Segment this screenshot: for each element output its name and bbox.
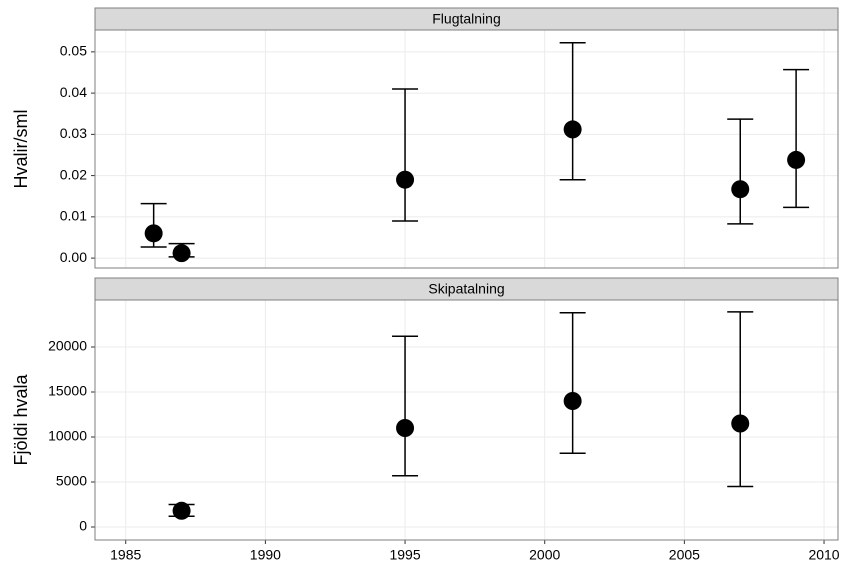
y-tick-label: 0.05	[60, 43, 87, 59]
x-tick-label: 1995	[389, 547, 420, 563]
panel-title: Flugtalning	[432, 11, 501, 27]
y-tick-label: 0.04	[60, 84, 87, 100]
panel-title: Skipatalning	[428, 281, 504, 297]
point	[731, 414, 750, 433]
point	[563, 120, 582, 139]
point	[731, 180, 750, 199]
point	[144, 224, 163, 243]
point	[563, 392, 582, 411]
y-tick-label: 0.00	[60, 249, 87, 265]
panel	[95, 300, 838, 540]
x-tick-label: 1985	[110, 547, 141, 563]
x-tick-label: 2010	[808, 547, 839, 563]
point	[172, 244, 191, 263]
point	[172, 501, 191, 520]
y-axis-label: Hvalir/sml	[11, 110, 31, 189]
y-tick-label: 5000	[56, 473, 87, 489]
y-tick-label: 0.01	[60, 208, 87, 224]
point	[396, 170, 415, 189]
x-tick-label: 1990	[250, 547, 281, 563]
panel-border	[94, 29, 839, 269]
x-tick-label: 2005	[669, 547, 700, 563]
y-tick-label: 0.03	[60, 125, 87, 141]
y-axis-label: Fjöldi hvala	[11, 373, 31, 465]
panel-border	[94, 299, 839, 541]
point	[787, 150, 806, 169]
point	[396, 419, 415, 438]
y-tick-label: 0.02	[60, 166, 87, 182]
y-tick-label: 0	[79, 518, 87, 534]
panel	[95, 30, 838, 268]
x-tick-label: 2000	[529, 547, 560, 563]
y-tick-label: 10000	[48, 428, 87, 444]
y-tick-label: 15000	[48, 383, 87, 399]
y-tick-label: 20000	[48, 338, 87, 354]
